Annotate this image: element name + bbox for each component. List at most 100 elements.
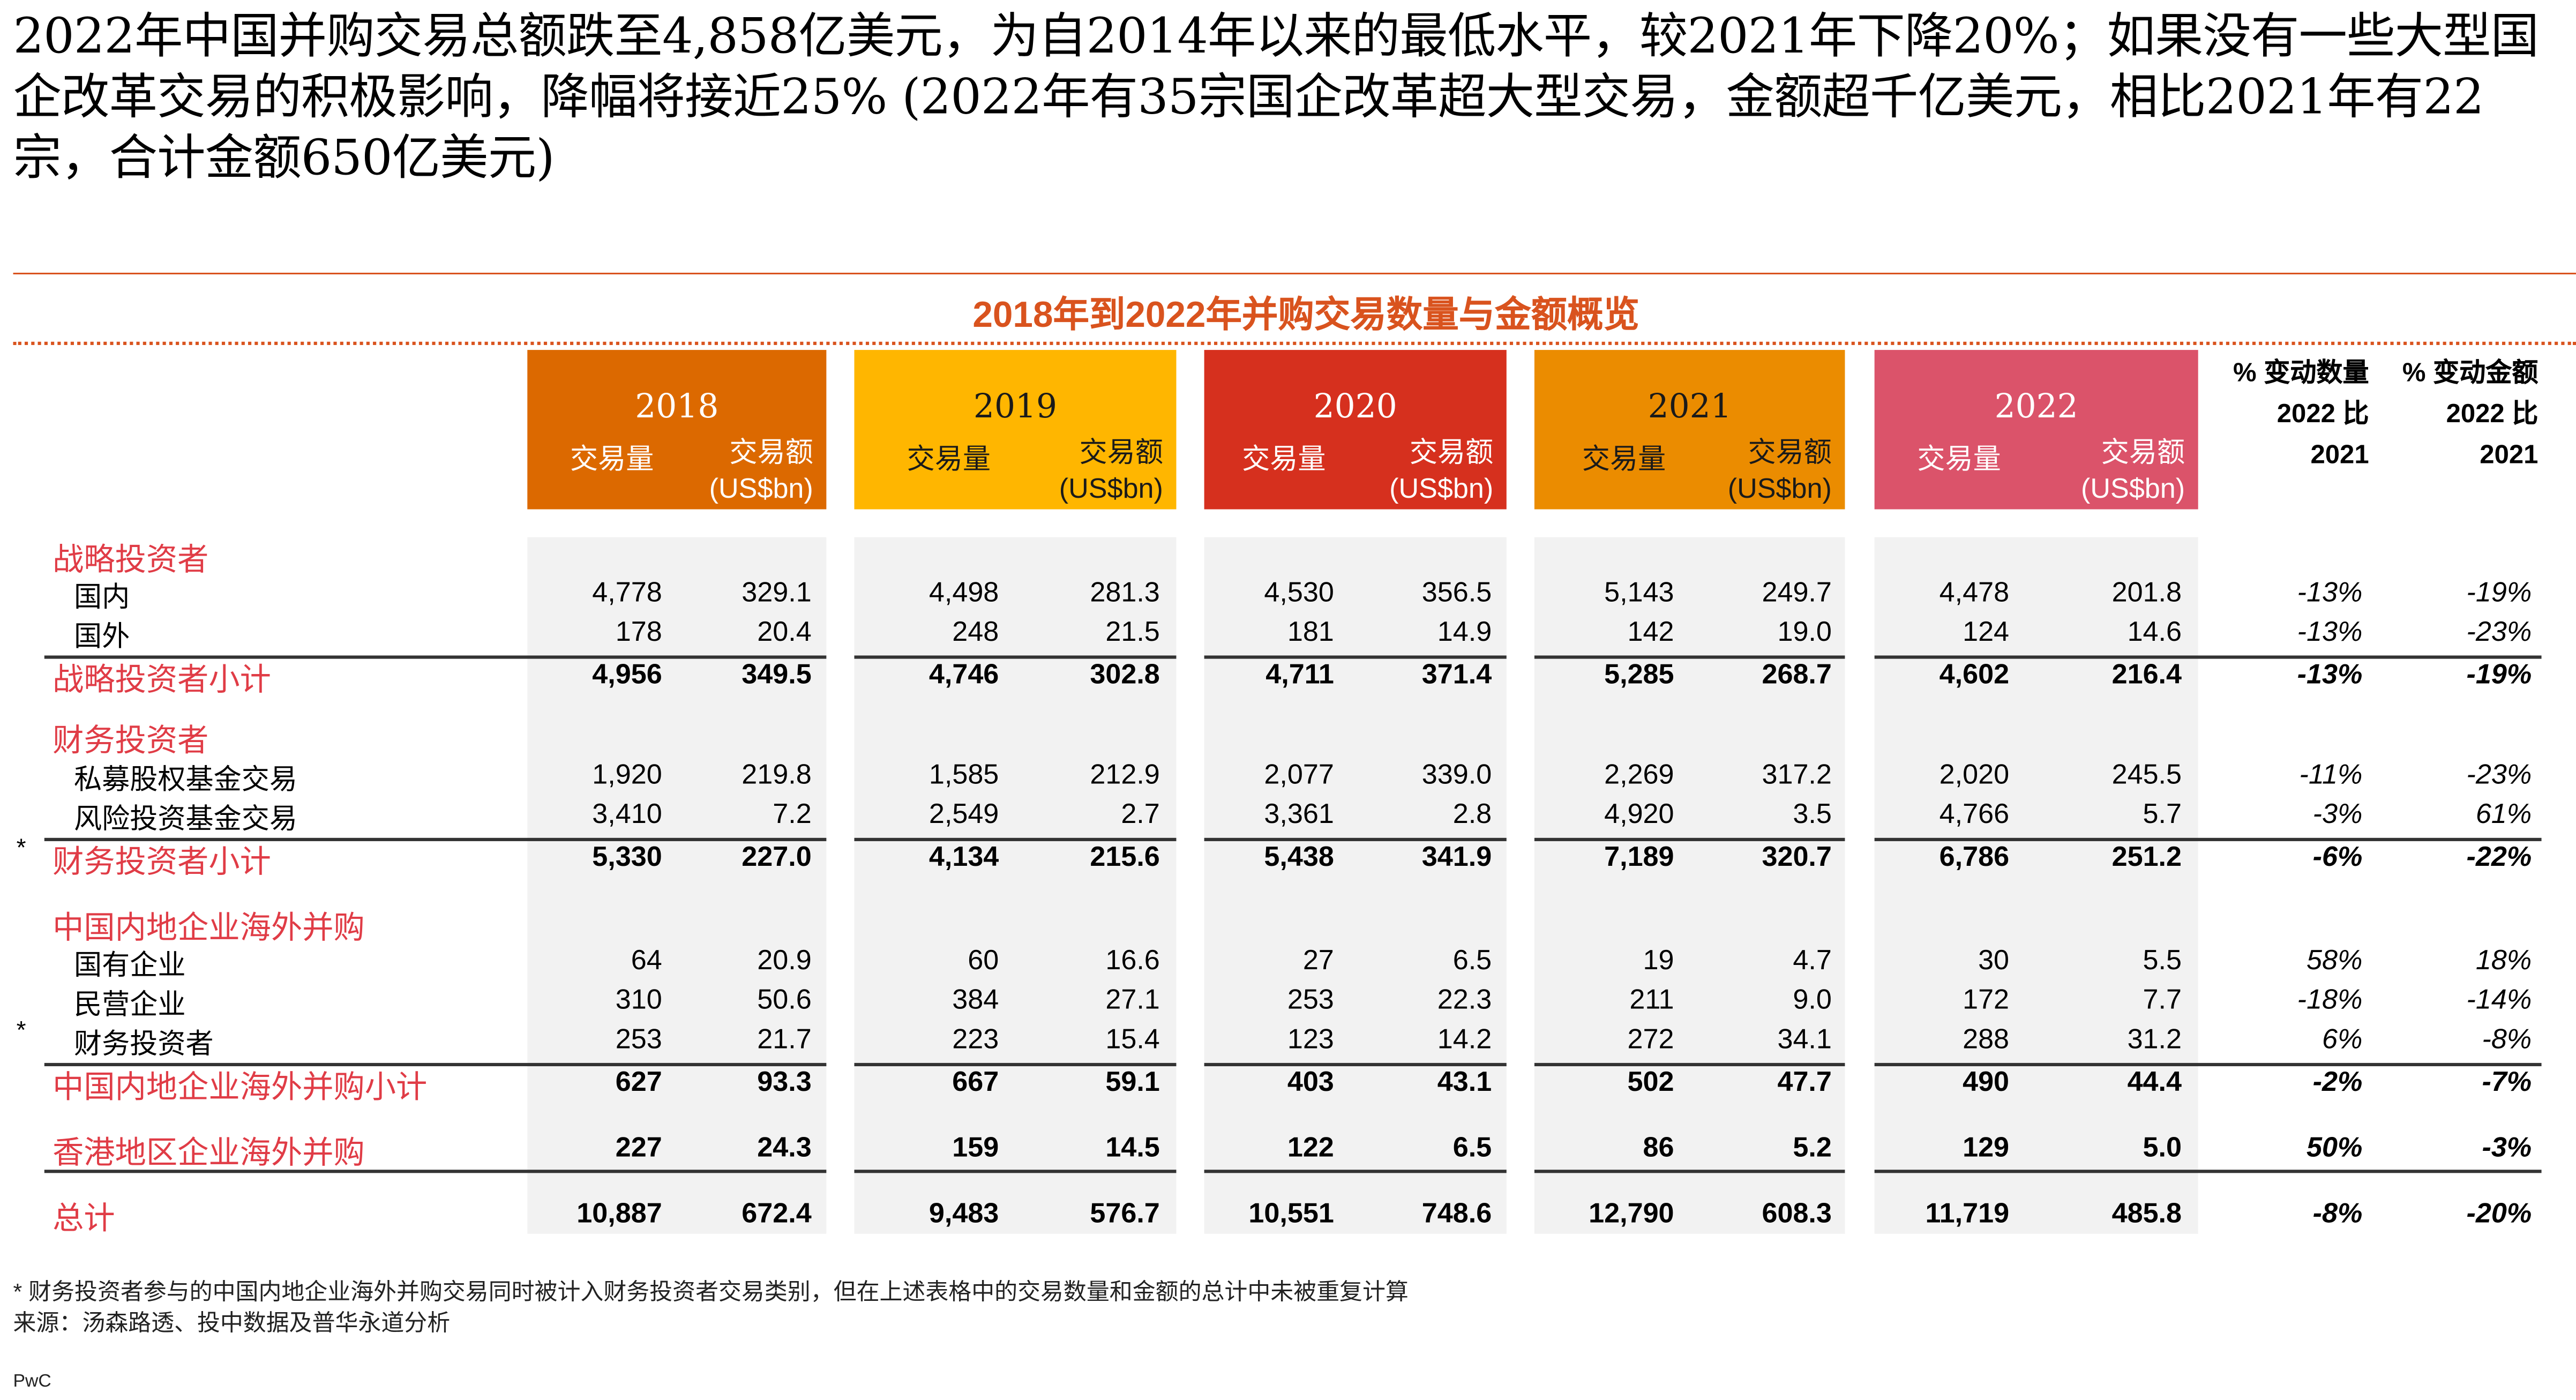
deal-value-2022: 31.2 (2127, 1023, 2182, 1055)
row-label: 中国内地企业海外并购小计 (53, 1071, 428, 1106)
deal-value-2020: 339.0 (1421, 759, 1492, 790)
change-header-line3: 2021 (2480, 441, 2538, 470)
deal-value-2022: 485.8 (2111, 1197, 2182, 1229)
amount-unit: (US$bn) (1059, 473, 1163, 505)
deal-count-2019: 60 (968, 945, 999, 976)
deal-count-2018: 178 (615, 616, 662, 648)
table-title: 2018年到2022年并购交易数量与金额概览 (972, 294, 1639, 335)
deal-count-2020: 10,551 (1248, 1197, 1334, 1229)
deal-count-2019: 9,483 (928, 1197, 999, 1229)
deal-count-2021: 502 (1627, 1066, 1674, 1098)
deal-value-2020: 341.9 (1421, 841, 1492, 873)
deal-value-2019: 215.6 (1090, 841, 1160, 873)
deal-count-2018: 3,410 (592, 798, 662, 830)
deal-value-2020: 43.1 (1437, 1066, 1492, 1098)
year-label: 2018 (635, 386, 719, 426)
deal-value-2018: 21.7 (757, 1023, 812, 1055)
year-label: 2022 (1994, 386, 2078, 426)
deal-count-2018: 4,778 (592, 577, 662, 608)
deal-value-2019: 212.9 (1090, 759, 1160, 790)
row-label: 国内 (73, 581, 130, 613)
year-column-band (527, 537, 827, 1234)
deal-value-2018: 93.3 (757, 1066, 812, 1098)
amount-change-header: % 变动金额 2022 比 2021 (2357, 353, 2538, 476)
value-change-pct: 61% (2475, 798, 2532, 830)
row-divider (1874, 1170, 2542, 1173)
row-divider (854, 837, 1177, 841)
deal-value-2021: 608.3 (1762, 1197, 1832, 1229)
deal-count-2020: 4,530 (1264, 577, 1334, 608)
count-change-pct: -18% (2297, 984, 2363, 1015)
year-header-2019: 2019 交易量 交易额 (US$bn) (854, 350, 1177, 510)
deal-value-2020: 2.8 (1452, 798, 1492, 830)
row-label: 香港地区企业海外并购 (53, 1136, 365, 1172)
row-label: 国有企业 (73, 949, 186, 981)
deal-value-2020: 6.5 (1452, 945, 1492, 976)
deal-count-2019: 667 (952, 1066, 999, 1098)
headline: 2022年中国并购交易总额跌至4,858亿美元，为自2014年以来的最低水平，较… (13, 8, 2540, 186)
amount-column-header: 交易额 (US$bn) (709, 436, 813, 508)
deal-value-2021: 317.2 (1762, 759, 1832, 790)
deal-value-2019: 59.1 (1105, 1066, 1160, 1098)
year-header-2022: 2022 交易量 交易额 (US$bn) (1874, 350, 2198, 510)
deal-count-2020: 27 (1302, 945, 1334, 976)
deal-value-2021: 34.1 (1777, 1023, 1832, 1055)
deal-value-2022: 5.7 (2143, 798, 2182, 830)
deal-value-2020: 6.5 (1452, 1132, 1492, 1163)
brand-label: PwC (13, 1372, 51, 1392)
count-column-header: 交易量 (907, 443, 991, 475)
value-change-pct: 18% (2475, 945, 2532, 976)
deal-count-2021: 19 (1643, 945, 1674, 976)
count-column-header: 交易量 (570, 443, 654, 475)
deal-value-2018: 20.9 (757, 945, 812, 976)
deal-count-2022: 172 (1963, 984, 2010, 1015)
deal-count-2022: 124 (1963, 616, 2010, 648)
year-header-2018: 2018 交易量 交易额 (US$bn) (527, 350, 827, 510)
row-divider (1204, 655, 1507, 659)
row-divider (44, 837, 827, 841)
row-divider (44, 655, 827, 659)
deal-count-2021: 5,143 (1604, 577, 1674, 608)
row-divider (854, 655, 1177, 659)
row-label: 民营企业 (73, 989, 186, 1021)
amount-label: 交易额 (729, 437, 813, 468)
deal-count-2022: 6,786 (1939, 841, 2010, 873)
deal-value-2018: 50.6 (757, 984, 812, 1015)
deal-count-2018: 627 (615, 1066, 662, 1098)
deal-count-2019: 2,549 (928, 798, 999, 830)
amount-label: 交易额 (1079, 437, 1163, 468)
row-divider (1874, 837, 2542, 841)
deal-count-2019: 384 (952, 984, 999, 1015)
row-divider (1204, 1170, 1507, 1173)
value-change-pct: -20% (2466, 1197, 2532, 1229)
row-divider (1534, 1062, 1845, 1067)
deal-value-2019: 281.3 (1090, 577, 1160, 608)
deal-value-2018: 24.3 (757, 1132, 812, 1163)
year-header-2020: 2020 交易量 交易额 (US$bn) (1204, 350, 1507, 510)
count-change-pct: -3% (2312, 798, 2363, 830)
change-header-line2: 2022 比 (2446, 401, 2538, 429)
count-change-pct: -13% (2297, 658, 2363, 690)
amount-unit: (US$bn) (1727, 473, 1832, 505)
deal-count-2018: 10,887 (576, 1197, 662, 1229)
deal-value-2018: 349.5 (742, 658, 812, 690)
deal-count-2022: 4,478 (1939, 577, 2010, 608)
deal-value-2022: 5.5 (2143, 945, 2182, 976)
count-change-pct: -13% (2297, 577, 2363, 608)
deal-value-2021: 19.0 (1777, 616, 1832, 648)
deal-count-2019: 159 (952, 1132, 999, 1163)
deal-count-2018: 64 (631, 945, 662, 976)
deal-value-2020: 356.5 (1421, 577, 1492, 608)
deal-count-2019: 4,134 (928, 841, 999, 873)
count-change-pct: -11% (2299, 759, 2363, 790)
deal-value-2018: 227.0 (742, 841, 812, 873)
amount-column-header: 交易额 (US$bn) (1728, 436, 1832, 508)
row-divider (1204, 1062, 1507, 1067)
amount-label: 交易额 (2101, 437, 2185, 468)
dotted-divider (13, 341, 2576, 345)
change-header-line2: 2022 比 (2277, 401, 2369, 429)
row-divider (1874, 655, 2542, 659)
deal-value-2022: 216.4 (2111, 658, 2182, 690)
deal-value-2020: 14.9 (1437, 616, 1492, 648)
count-change-pct: 50% (2306, 1132, 2363, 1163)
